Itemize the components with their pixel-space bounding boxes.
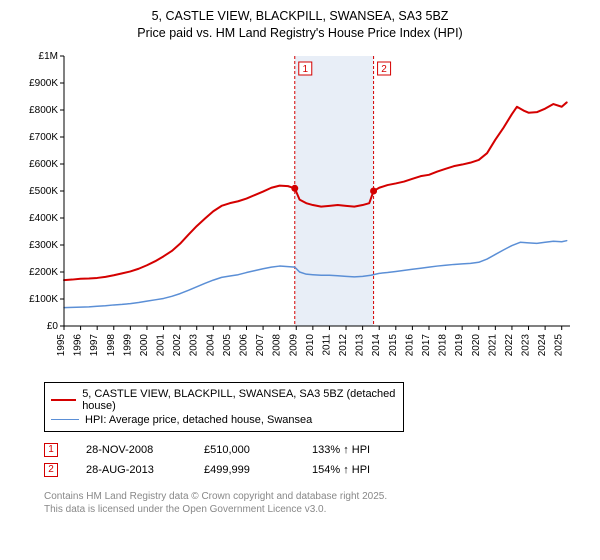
svg-text:2015: 2015	[388, 333, 399, 356]
svg-text:2017: 2017	[421, 333, 432, 356]
svg-text:2002: 2002	[172, 333, 183, 356]
svg-text:2004: 2004	[205, 333, 216, 356]
title-line2: Price paid vs. HM Land Registry's House …	[137, 26, 462, 40]
sales-table: 1 28-NOV-2008 £510,000 133% ↑ HPI 2 28-A…	[44, 440, 590, 480]
svg-text:£400K: £400K	[29, 213, 58, 224]
svg-text:£700K: £700K	[29, 132, 58, 143]
svg-text:2001: 2001	[156, 333, 167, 356]
sale-marker-icon: 2	[44, 463, 58, 477]
svg-text:2016: 2016	[404, 333, 415, 356]
sale-price: £499,999	[204, 464, 284, 476]
price-chart: £0 £100K £200K £300K £400K £500K £600K £700K £80…	[20, 46, 580, 376]
legend-row: HPI: Average price, detached house, Swan…	[51, 413, 397, 427]
legend-label: HPI: Average price, detached house, Swan…	[85, 414, 312, 426]
svg-text:£0: £0	[47, 321, 59, 332]
sale-row: 1 28-NOV-2008 £510,000 133% ↑ HPI	[44, 440, 590, 460]
sale-hpi: 154% ↑ HPI	[312, 464, 370, 476]
svg-text:£1M: £1M	[39, 51, 58, 62]
legend-swatch-price	[51, 399, 76, 401]
svg-text:1995: 1995	[56, 333, 67, 356]
svg-text:1998: 1998	[106, 333, 117, 356]
svg-text:2020: 2020	[471, 333, 482, 356]
svg-text:2022: 2022	[504, 333, 515, 356]
svg-text:2: 2	[381, 64, 387, 75]
svg-text:2024: 2024	[537, 333, 548, 356]
svg-text:2014: 2014	[371, 333, 382, 356]
chart-title: 5, CASTLE VIEW, BLACKPILL, SWANSEA, SA3 …	[0, 0, 600, 42]
svg-text:2019: 2019	[454, 333, 465, 356]
svg-text:1997: 1997	[89, 333, 100, 356]
sale-date: 28-NOV-2008	[86, 444, 176, 456]
svg-text:1999: 1999	[122, 333, 133, 356]
svg-text:2021: 2021	[487, 333, 498, 356]
svg-text:2008: 2008	[272, 333, 283, 356]
footer-line1: Contains HM Land Registry data © Crown c…	[44, 491, 387, 502]
svg-text:2010: 2010	[305, 333, 316, 356]
svg-text:1996: 1996	[73, 333, 84, 356]
legend: 5, CASTLE VIEW, BLACKPILL, SWANSEA, SA3 …	[44, 382, 404, 432]
svg-text:2013: 2013	[355, 333, 366, 356]
svg-text:2023: 2023	[521, 333, 532, 356]
sale-hpi: 133% ↑ HPI	[312, 444, 370, 456]
svg-text:1: 1	[302, 64, 308, 75]
legend-label: 5, CASTLE VIEW, BLACKPILL, SWANSEA, SA3 …	[82, 388, 397, 412]
sale-row: 2 28-AUG-2013 £499,999 154% ↑ HPI	[44, 460, 590, 480]
svg-text:£600K: £600K	[29, 159, 58, 170]
svg-text:2003: 2003	[189, 333, 200, 356]
title-line1: 5, CASTLE VIEW, BLACKPILL, SWANSEA, SA3 …	[152, 9, 449, 23]
sale-price: £510,000	[204, 444, 284, 456]
footer: Contains HM Land Registry data © Crown c…	[44, 490, 590, 517]
svg-text:2006: 2006	[238, 333, 249, 356]
svg-text:£200K: £200K	[29, 267, 58, 278]
sale-marker-icon: 1	[44, 443, 58, 457]
svg-text:2012: 2012	[338, 333, 349, 356]
svg-text:2009: 2009	[288, 333, 299, 356]
svg-text:£500K: £500K	[29, 186, 58, 197]
sale-date: 28-AUG-2013	[86, 464, 176, 476]
svg-text:2025: 2025	[554, 333, 565, 356]
svg-text:2007: 2007	[255, 333, 266, 356]
svg-text:£300K: £300K	[29, 240, 58, 251]
legend-swatch-hpi	[51, 419, 79, 420]
legend-row: 5, CASTLE VIEW, BLACKPILL, SWANSEA, SA3 …	[51, 387, 397, 413]
svg-text:2018: 2018	[438, 333, 449, 356]
footer-line2: This data is licensed under the Open Gov…	[44, 504, 326, 515]
svg-text:2005: 2005	[222, 333, 233, 356]
svg-text:2000: 2000	[139, 333, 150, 356]
svg-text:2011: 2011	[321, 333, 332, 355]
svg-text:£100K: £100K	[29, 294, 58, 305]
svg-text:£900K: £900K	[29, 78, 58, 89]
svg-text:£800K: £800K	[29, 105, 58, 116]
